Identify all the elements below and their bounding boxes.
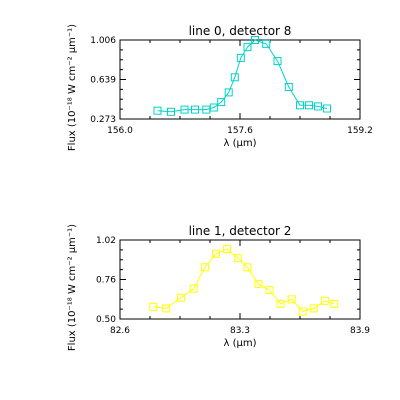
data-point [236, 53, 245, 62]
x-tick-label: 156.0 [107, 126, 133, 136]
data-point [284, 83, 293, 91]
y-tick-label: 1.02 [96, 236, 116, 246]
chart-1: line 1, detector 2 82.6 83.3 83.9 0.50 0.76 1.… [67, 224, 370, 351]
data-point [296, 101, 304, 110]
data-point [217, 98, 226, 107]
data-point [167, 107, 175, 116]
data-point [149, 302, 158, 311]
data-point [251, 36, 259, 44]
data-point [309, 304, 318, 313]
chart-title: line 0, detector 8 [189, 24, 292, 38]
x-tick-label: 157.6 [227, 126, 253, 136]
data-point [320, 296, 329, 305]
data-point [287, 295, 296, 304]
x-tick-label: 82.6 [110, 326, 130, 336]
data-point [180, 105, 189, 114]
data-point [298, 307, 307, 316]
chart-0: line 0, detector 8 156.0 157.6 159.2 0.273 0.… [67, 24, 373, 151]
data-point [262, 39, 271, 48]
data-point [191, 105, 199, 114]
data-point [273, 57, 282, 66]
y-tick-label: 1.006 [90, 36, 116, 46]
y-tick-label: 0.76 [96, 276, 116, 286]
data-point [212, 249, 220, 258]
y-tick-label: 0.50 [96, 315, 116, 325]
y-tick-label: 0.639 [90, 76, 116, 86]
x-axis-label: λ (μm) [223, 138, 256, 149]
x-tick-label: 83.3 [230, 326, 250, 336]
data-point [330, 299, 339, 308]
y-axis-label: Flux (10⁻¹⁸ W cm⁻² μm⁻¹) [67, 24, 78, 151]
data-point [200, 263, 209, 272]
data-point [305, 101, 313, 110]
data-point [243, 263, 252, 272]
data-point [276, 299, 285, 308]
data-point [224, 88, 233, 97]
data-point [230, 73, 239, 82]
data-point [189, 284, 198, 293]
data-point [323, 104, 331, 113]
data-point [176, 293, 185, 302]
data-point [243, 43, 252, 52]
data-point [314, 102, 322, 111]
data-point [162, 304, 171, 313]
data-point [265, 286, 274, 295]
x-axis-label: λ (μm) [223, 338, 256, 349]
data-point [153, 106, 162, 115]
y-tick-label: 0.273 [90, 115, 116, 125]
x-tick-label: 159.2 [347, 126, 373, 136]
data-point [254, 280, 263, 289]
y-axis-label: Flux (10⁻¹⁸ W cm⁻² μm⁻¹) [67, 224, 78, 351]
chart-title: line 1, detector 2 [189, 224, 292, 238]
data-point [209, 103, 218, 112]
data-point [234, 254, 243, 263]
x-tick-label: 83.9 [350, 326, 370, 336]
series-line [153, 248, 335, 312]
data-point [223, 245, 232, 254]
series-line [157, 39, 328, 113]
